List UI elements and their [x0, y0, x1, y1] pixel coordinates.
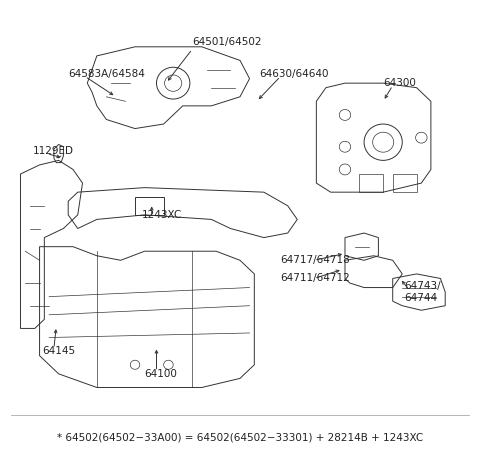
Text: 64743/
64744: 64743/ 64744 [405, 282, 441, 303]
Text: 64300: 64300 [383, 78, 416, 88]
Text: 64711/64712: 64711/64712 [281, 273, 350, 283]
Text: 64100: 64100 [144, 369, 178, 379]
Text: 64583A/64584: 64583A/64584 [68, 69, 145, 79]
Text: 1129ED: 1129ED [33, 146, 73, 156]
Text: 64145: 64145 [42, 346, 75, 356]
Text: 64630/64640: 64630/64640 [259, 69, 329, 79]
Text: 1243XC: 1243XC [142, 210, 182, 220]
Text: 64501/64502: 64501/64502 [192, 37, 262, 47]
Text: * 64502(64502−33A00) = 64502(64502−33301) + 28214B + 1243XC: * 64502(64502−33A00) = 64502(64502−33301… [57, 432, 423, 442]
Text: 64717/64718: 64717/64718 [281, 255, 350, 266]
